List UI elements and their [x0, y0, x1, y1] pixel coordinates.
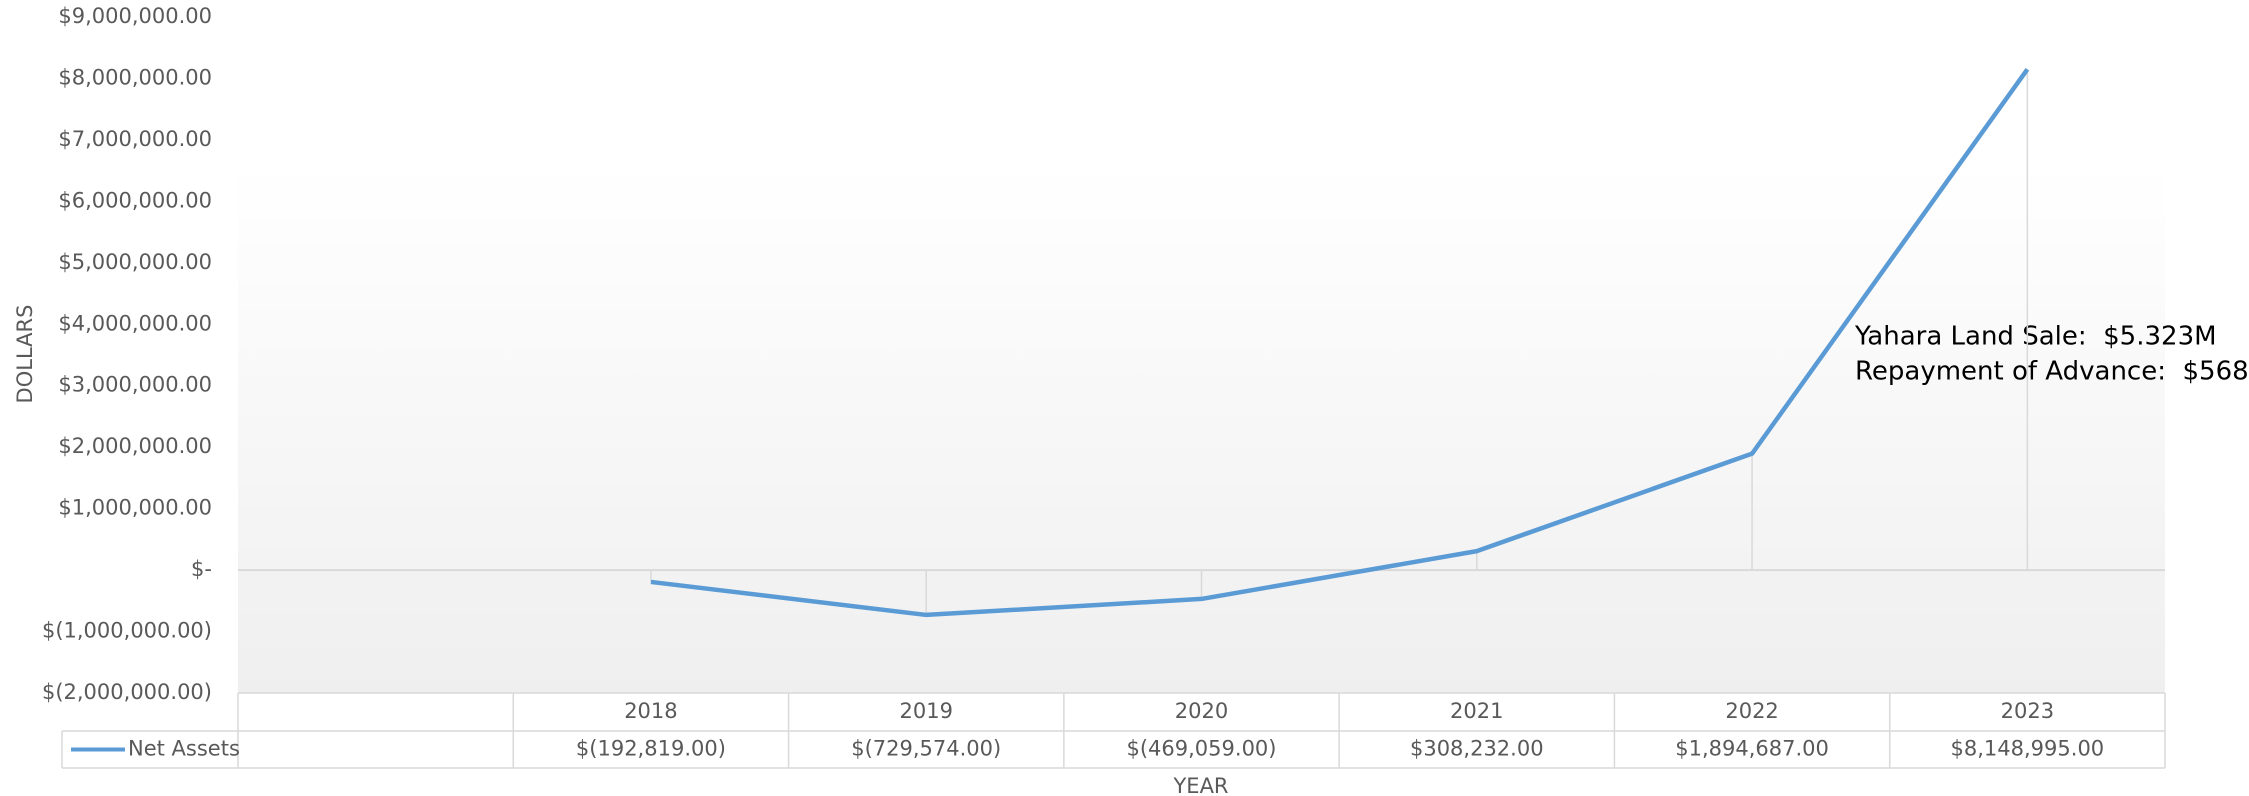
- data-table-value: $(729,574.00): [851, 737, 1001, 761]
- annotation: Repayment of Advance: $568K: [1855, 357, 2249, 387]
- y-tick-label: $(2,000,000.00): [42, 680, 212, 704]
- y-tick-label: $-: [191, 557, 212, 581]
- legend-label: Net Assets: [128, 737, 240, 761]
- x-tick-label: 2022: [1725, 699, 1778, 723]
- y-tick-label: $4,000,000.00: [58, 311, 212, 335]
- y-tick-label: $9,000,000.00: [58, 4, 212, 28]
- x-tick-label: 2021: [1450, 699, 1503, 723]
- data-table-value: $(192,819.00): [576, 737, 726, 761]
- y-tick-label: $1,000,000.00: [58, 496, 212, 520]
- y-axis-label: DOLLARS: [13, 305, 37, 404]
- y-tick-label: $8,000,000.00: [58, 65, 212, 89]
- plot-background: [238, 165, 2165, 693]
- y-tick-label: $6,000,000.00: [58, 188, 212, 212]
- y-tick-label: $5,000,000.00: [58, 250, 212, 274]
- line: [650, 67, 2030, 618]
- x-tick-label: 2020: [1175, 699, 1228, 723]
- data-table-value: $1,894,687.00: [1675, 737, 1829, 761]
- x-tick-label: 2019: [899, 699, 952, 723]
- data-table-value: $(469,059.00): [1127, 737, 1277, 761]
- x-tick-label: 2018: [624, 699, 677, 723]
- data-table-value: $308,232.00: [1410, 737, 1544, 761]
- y-tick-label: $7,000,000.00: [58, 127, 212, 151]
- data-table-value: $8,148,995.00: [1951, 737, 2105, 761]
- y-tick-label: $3,000,000.00: [58, 373, 212, 397]
- x-tick-label: 2023: [2001, 699, 2054, 723]
- y-tick-label: $(1,000,000.00): [42, 619, 212, 643]
- x-axis-label: YEAR: [1172, 774, 1228, 796]
- y-tick-label: $2,000,000.00: [58, 434, 212, 458]
- annotation: Yahara Land Sale: $5.323M: [1854, 322, 2217, 352]
